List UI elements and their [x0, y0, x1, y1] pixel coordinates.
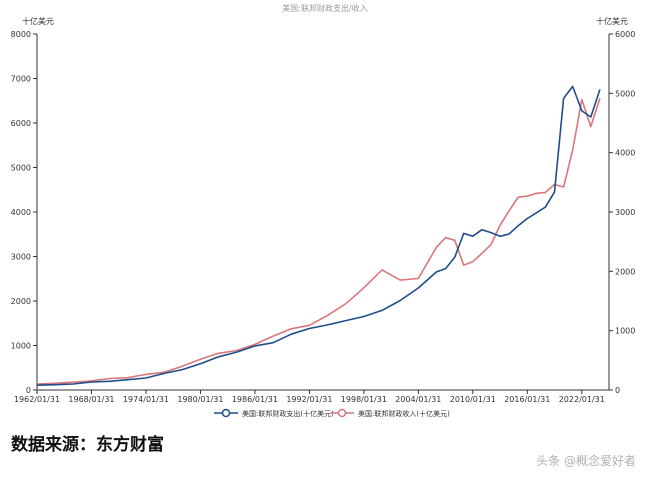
series-layer: [36, 85, 601, 386]
left-tick-label: 3000: [11, 253, 31, 262]
right-axis-unit: 十亿美元: [596, 16, 628, 26]
chart: 美国:联邦财政支出/收入 十亿美元 十亿美元 0 1000 2000 3000 4000…: [11, 3, 636, 418]
legend-item-spending[interactable]: 美国:联邦财政支出(十亿美元): [214, 408, 334, 418]
legend-marker-spending: [221, 408, 231, 418]
x-tick-label: 1992/01/31: [286, 395, 332, 404]
left-tick-label: 2000: [11, 297, 31, 306]
right-tick-label: 6000: [615, 30, 635, 39]
right-tick-label: 4000: [615, 149, 635, 158]
legend-label-spending: 美国:联邦财政支出(十亿美元): [242, 409, 334, 418]
x-tick-label: 1974/01/31: [123, 395, 169, 404]
axes: 0 1000 2000 3000 4000 5000 6000 7000 8000 0 1000 20…: [11, 30, 636, 404]
x-tick-label: 2022/01/31: [559, 395, 605, 404]
x-tick-label: 2016/01/31: [504, 395, 550, 404]
right-tick-label: 3000: [615, 208, 635, 217]
x-tick-label: 1986/01/31: [232, 395, 278, 404]
left-tick-label: 1000: [11, 342, 31, 351]
x-tick-label: 1998/01/31: [341, 395, 387, 404]
right-tick-label: 0: [615, 386, 620, 395]
left-tick-label: 4000: [11, 208, 31, 217]
source-note: 数据来源：东方财富: [11, 435, 164, 455]
left-tick-label: 7000: [11, 75, 31, 84]
x-tick-label: 2010/01/31: [450, 395, 496, 404]
legend-item-revenue[interactable]: 美国:联邦财政收入(十亿美元): [330, 408, 450, 418]
legend: 美国:联邦财政支出(十亿美元) 美国:联邦财政收入(十亿美元): [214, 408, 450, 418]
legend-marker-revenue: [337, 408, 347, 418]
x-tick-label: 1962/01/31: [14, 395, 60, 404]
right-tick-label: 2000: [615, 267, 635, 276]
chart-title: 美国:联邦财政支出/收入: [282, 3, 367, 13]
watermark: 头条 @概念爱好者: [536, 454, 636, 468]
revenue-line: [36, 97, 601, 385]
left-tick-label: 0: [26, 386, 31, 395]
legend-label-revenue: 美国:联邦财政收入(十亿美元): [358, 409, 450, 418]
left-tick-label: 6000: [11, 119, 31, 128]
left-tick-label: 5000: [11, 164, 31, 173]
right-tick-label: 5000: [615, 89, 635, 98]
x-tick-label: 1968/01/31: [68, 395, 114, 404]
right-tick-label: 1000: [615, 327, 635, 336]
x-tick-label: 2004/01/31: [395, 395, 441, 404]
left-tick-label: 8000: [11, 30, 31, 39]
x-tick-label: 1980/01/31: [177, 395, 223, 404]
spending-line: [36, 85, 601, 386]
left-axis-unit: 十亿美元: [22, 16, 54, 26]
